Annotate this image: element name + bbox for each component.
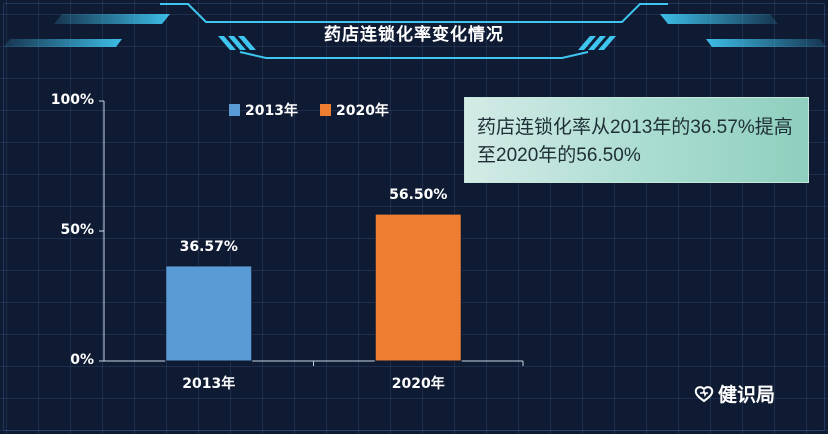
legend-item-2013: 2013年 xyxy=(229,100,298,120)
data-label: 56.50% xyxy=(389,187,448,204)
header-right-bar-lower xyxy=(706,39,826,47)
panel-frame xyxy=(3,3,825,431)
legend-label-2020: 2020年 xyxy=(335,103,389,119)
header-right-bar xyxy=(660,14,778,24)
header-left-bar-lower xyxy=(4,39,122,47)
header-decoration xyxy=(4,3,826,59)
bar-0 xyxy=(165,265,253,362)
chart-title: 药店连锁化率变化情况 xyxy=(324,25,504,45)
brand-name: 健识局 xyxy=(718,384,776,406)
heart-icon xyxy=(694,385,714,402)
x-tick-label: 2013年 xyxy=(182,376,236,392)
header-bottom-line xyxy=(239,51,589,59)
y-tick-label: 50% xyxy=(60,222,94,238)
y-tick-label: 100% xyxy=(50,92,94,108)
legend-swatch-2020 xyxy=(319,104,331,116)
header-stripes-right xyxy=(578,36,616,50)
header-top-line xyxy=(160,3,668,23)
header-stripes-left xyxy=(218,36,256,50)
bar-1 xyxy=(374,213,462,362)
legend-label-2013: 2013年 xyxy=(245,103,298,119)
brand-logo: 健识局 xyxy=(694,380,775,407)
annotation-box: 药店连锁化率从2013年的36.57%提高至2020年的56.50% xyxy=(464,97,809,183)
x-tick-label: 2020年 xyxy=(391,376,445,392)
y-tick-label: 0% xyxy=(70,352,94,368)
header-left-bar xyxy=(54,14,170,24)
data-label: 36.57% xyxy=(179,238,238,255)
chart-legend: 2013年 2020年 xyxy=(229,100,411,120)
legend-swatch-2013 xyxy=(229,104,240,116)
legend-item-2020: 2020年 xyxy=(319,100,389,120)
